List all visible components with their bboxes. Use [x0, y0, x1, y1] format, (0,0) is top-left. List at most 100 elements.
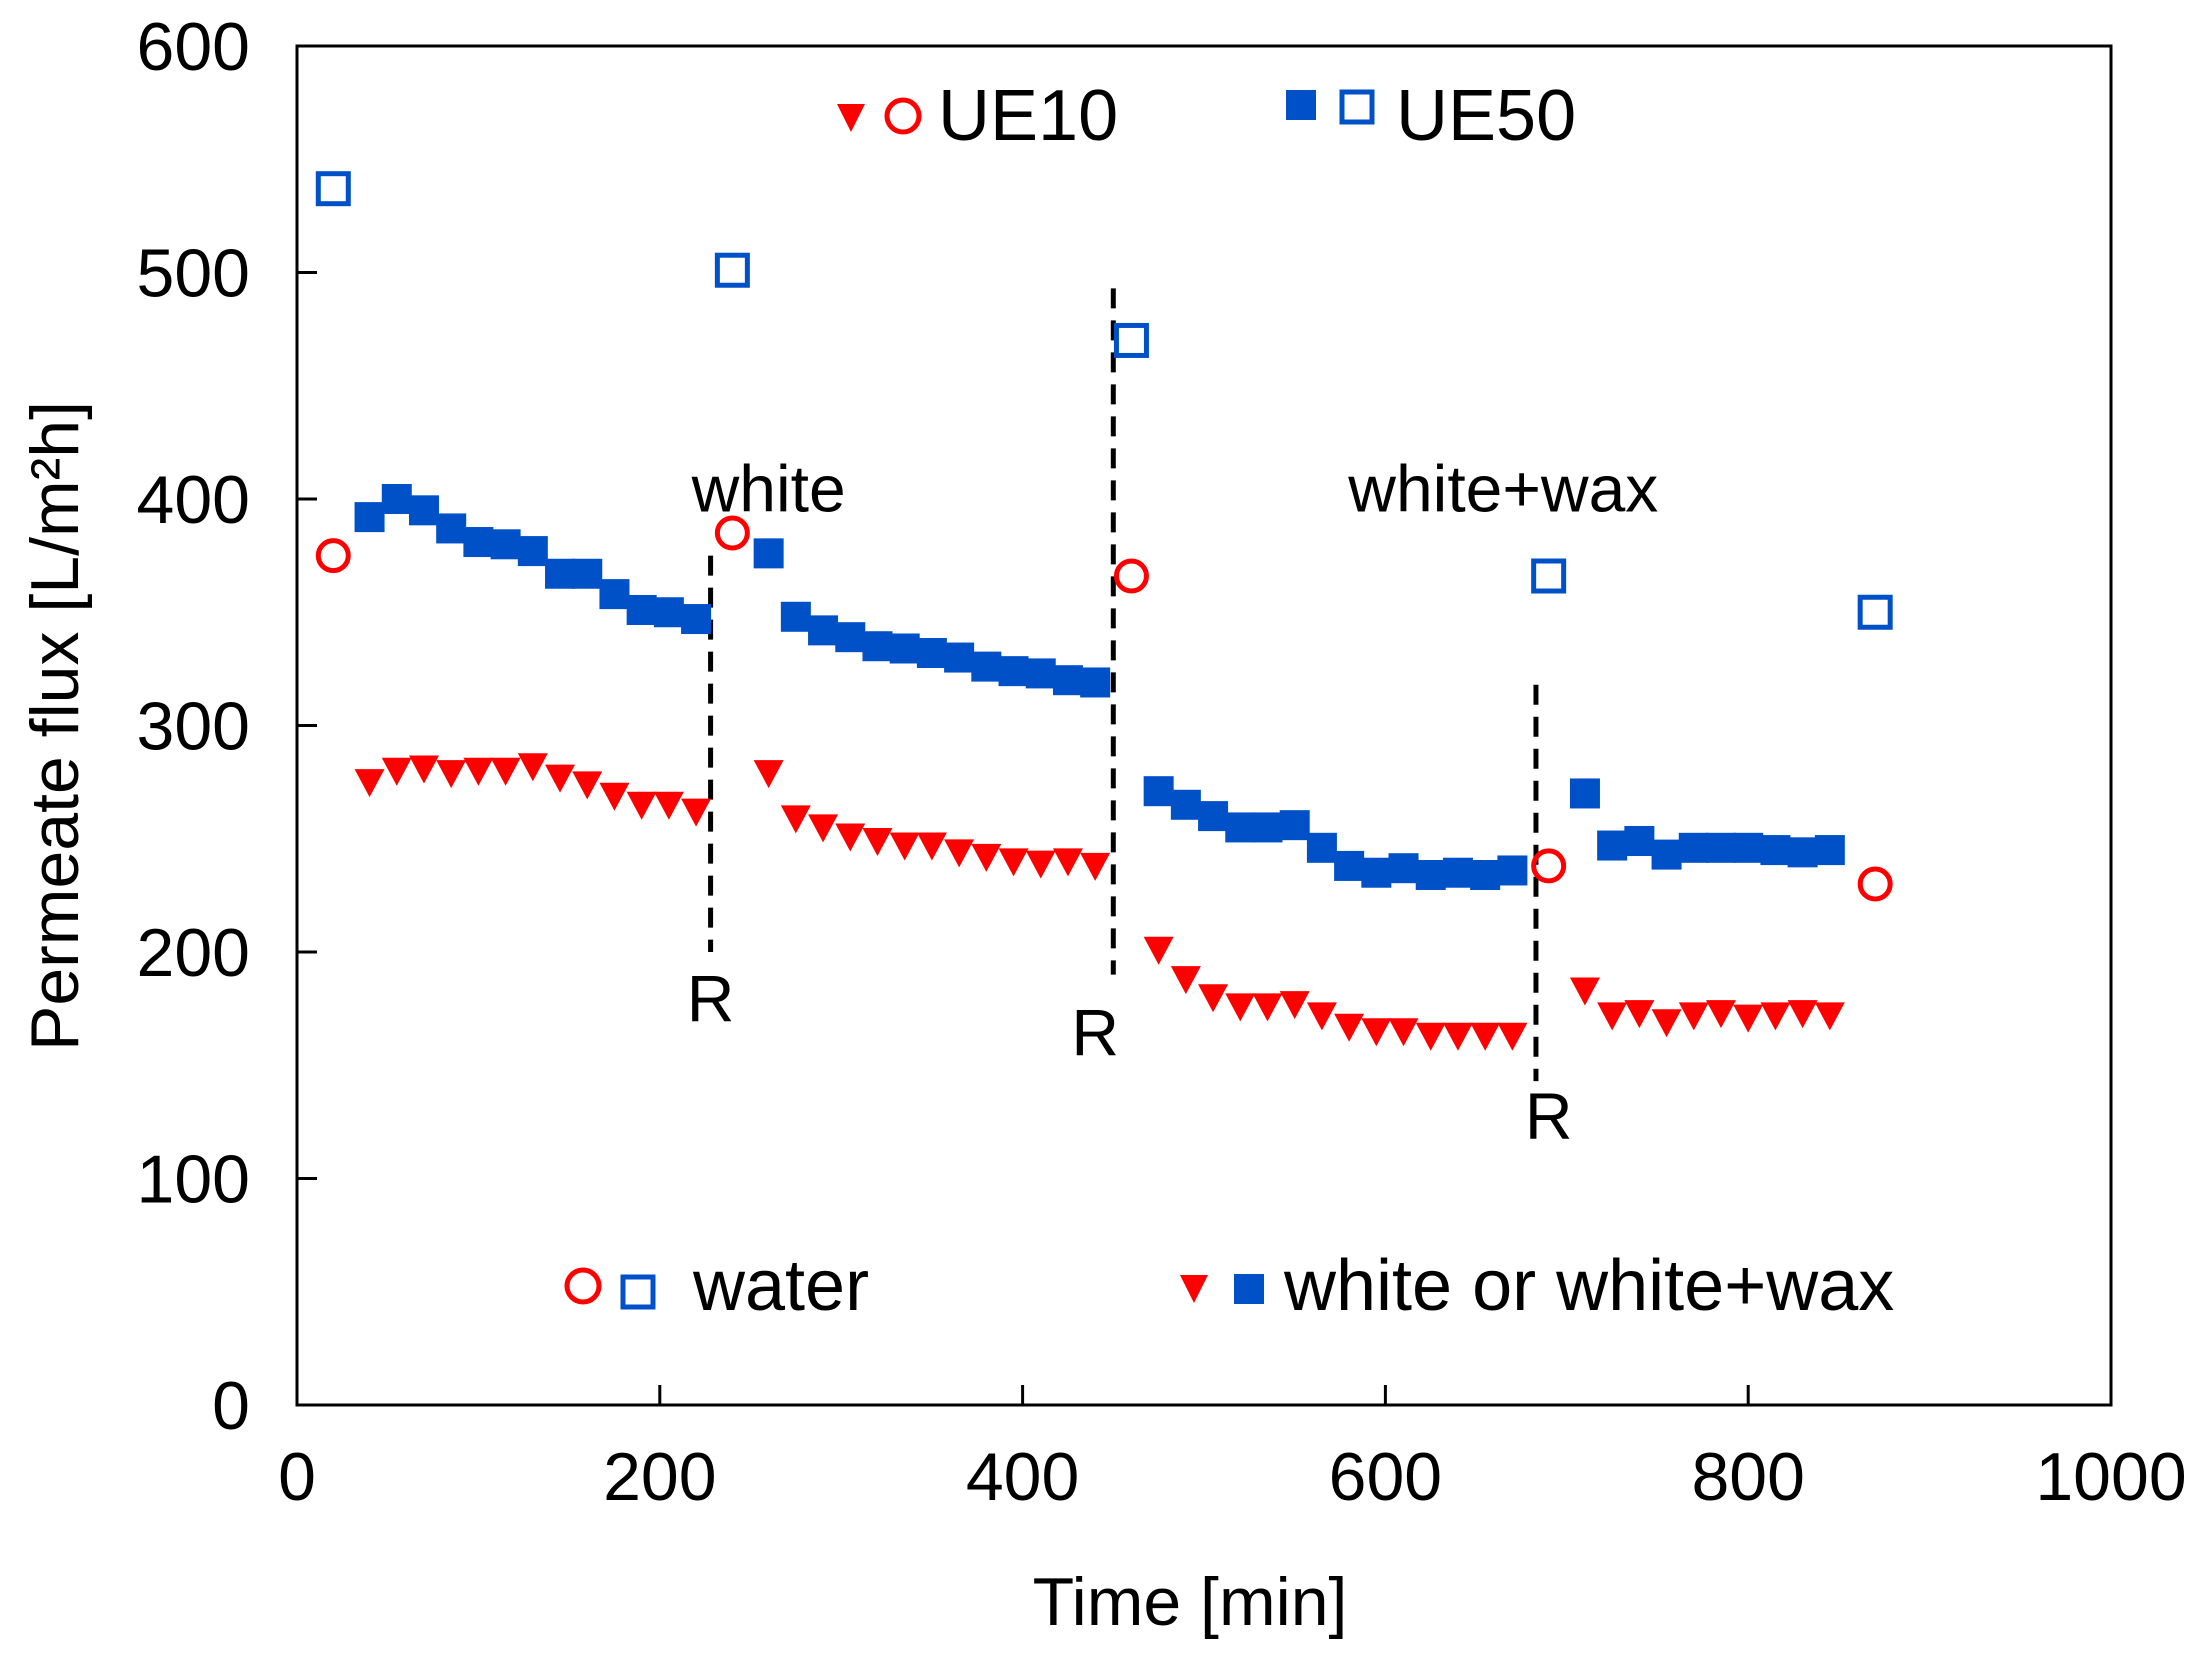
- point-s2-3: [1531, 558, 1567, 594]
- point-s1-16: [835, 823, 866, 852]
- point-s3-35: [1388, 853, 1419, 884]
- legend-white-square-icon: [1234, 1274, 1264, 1304]
- legend-bottom: water white or white+wax: [564, 1246, 1894, 1326]
- legend-top: UE10 UE50: [837, 76, 1576, 156]
- point-s2-4: [1857, 594, 1893, 630]
- point-s3-3: [436, 513, 467, 544]
- x-tick-label-1: 200: [603, 1439, 716, 1515]
- y-tick-label-6: 600: [137, 9, 250, 85]
- point-s3-30: [1252, 812, 1283, 843]
- legend-white-triangle-icon: [1180, 1275, 1208, 1303]
- point-s3-15: [808, 615, 839, 646]
- plot-frame: [295, 44, 2113, 1407]
- point-s1-41: [1597, 1002, 1628, 1031]
- point-s1-38: [1470, 1022, 1501, 1051]
- point-s3-42: [1624, 826, 1655, 857]
- point-s1-45: [1705, 1000, 1736, 1029]
- point-s3-29: [1225, 812, 1256, 843]
- legend-ue10-label: UE10: [938, 76, 1118, 156]
- point-s3-27: [1170, 789, 1201, 820]
- point-s1-42: [1624, 1000, 1655, 1029]
- point-s3-1: [381, 484, 412, 514]
- point-s1-1: [381, 757, 412, 786]
- point-s3-31: [1279, 810, 1310, 841]
- point-s1-34: [1361, 1018, 1392, 1047]
- point-s3-48: [1787, 837, 1818, 868]
- point-s3-49: [1814, 835, 1845, 866]
- point-s1-15: [808, 814, 839, 843]
- point-s1-19: [916, 832, 947, 861]
- point-s1-3: [436, 760, 467, 789]
- point-s1-48: [1787, 1000, 1818, 1029]
- point-s1-30: [1252, 993, 1283, 1022]
- point-s3-47: [1760, 835, 1791, 866]
- point-s1-10: [626, 791, 657, 820]
- point-s1-47: [1760, 1002, 1791, 1031]
- x-tick-label-5: 1000: [2035, 1439, 2186, 1515]
- point-s1-43: [1651, 1009, 1682, 1038]
- point-s3-9: [599, 579, 630, 610]
- point-s1-0: [354, 769, 385, 798]
- point-s3-45: [1705, 832, 1736, 863]
- point-s3-13: [753, 538, 784, 569]
- y-tick-label-0: 0: [212, 1368, 250, 1444]
- point-s1-8: [572, 771, 603, 800]
- point-s0-1: [714, 515, 750, 551]
- point-s3-19: [916, 638, 947, 669]
- point-s3-18: [889, 633, 920, 664]
- point-s1-11: [653, 791, 684, 820]
- point-s3-8: [572, 558, 603, 589]
- point-s1-33: [1334, 1013, 1365, 1042]
- point-s1-35: [1388, 1018, 1419, 1047]
- point-s3-10: [626, 594, 657, 625]
- point-s3-17: [862, 631, 893, 662]
- point-s1-23: [1025, 850, 1056, 879]
- point-s1-46: [1733, 1004, 1764, 1033]
- regeneration-label-2: R: [1525, 1079, 1573, 1153]
- legend-water-square-icon: [620, 1274, 656, 1310]
- point-s1-37: [1442, 1022, 1473, 1051]
- point-s1-31: [1279, 991, 1310, 1020]
- point-s3-38: [1470, 859, 1501, 890]
- point-s1-28: [1198, 984, 1229, 1013]
- point-s3-33: [1334, 850, 1365, 881]
- point-s3-39: [1497, 855, 1528, 886]
- point-s1-12: [681, 798, 712, 827]
- y-tick-label-4: 400: [137, 462, 250, 538]
- point-s2-1: [714, 252, 750, 288]
- y-tick-label-1: 100: [137, 1142, 250, 1218]
- legend-ue10-triangle-icon: [837, 104, 865, 132]
- point-s1-32: [1306, 1002, 1337, 1031]
- point-s1-22: [998, 848, 1029, 877]
- point-s1-29: [1225, 993, 1256, 1022]
- point-s3-0: [354, 502, 385, 533]
- point-s3-14: [780, 601, 811, 632]
- point-s1-21: [971, 843, 1002, 872]
- point-s1-18: [889, 832, 920, 861]
- point-s2-2: [1113, 322, 1149, 358]
- legend-water-circle-icon: [564, 1267, 602, 1305]
- point-s1-13: [753, 760, 784, 789]
- x-tick-label-2: 400: [966, 1439, 1079, 1515]
- point-s3-43: [1651, 839, 1682, 870]
- point-s3-2: [408, 495, 439, 526]
- legend-ue50-open-square-icon: [1339, 89, 1375, 125]
- point-s3-32: [1306, 832, 1337, 863]
- point-s1-39: [1497, 1022, 1528, 1051]
- point-s3-34: [1361, 857, 1392, 888]
- point-s3-25: [1080, 667, 1111, 698]
- legend-ue10-circle-icon: [884, 97, 922, 135]
- point-s0-2: [1113, 558, 1149, 594]
- point-s1-9: [599, 782, 630, 811]
- point-s1-40: [1569, 977, 1600, 1006]
- point-s3-40: [1569, 778, 1600, 809]
- point-s1-26: [1143, 936, 1174, 965]
- regeneration-label-1: R: [1071, 995, 1119, 1069]
- y-tick-label-5: 500: [137, 236, 250, 312]
- point-s1-2: [408, 755, 439, 784]
- annotations: white white+wax: [691, 452, 1659, 526]
- point-s1-7: [545, 764, 576, 793]
- point-s1-36: [1415, 1022, 1446, 1051]
- point-s3-11: [653, 597, 684, 628]
